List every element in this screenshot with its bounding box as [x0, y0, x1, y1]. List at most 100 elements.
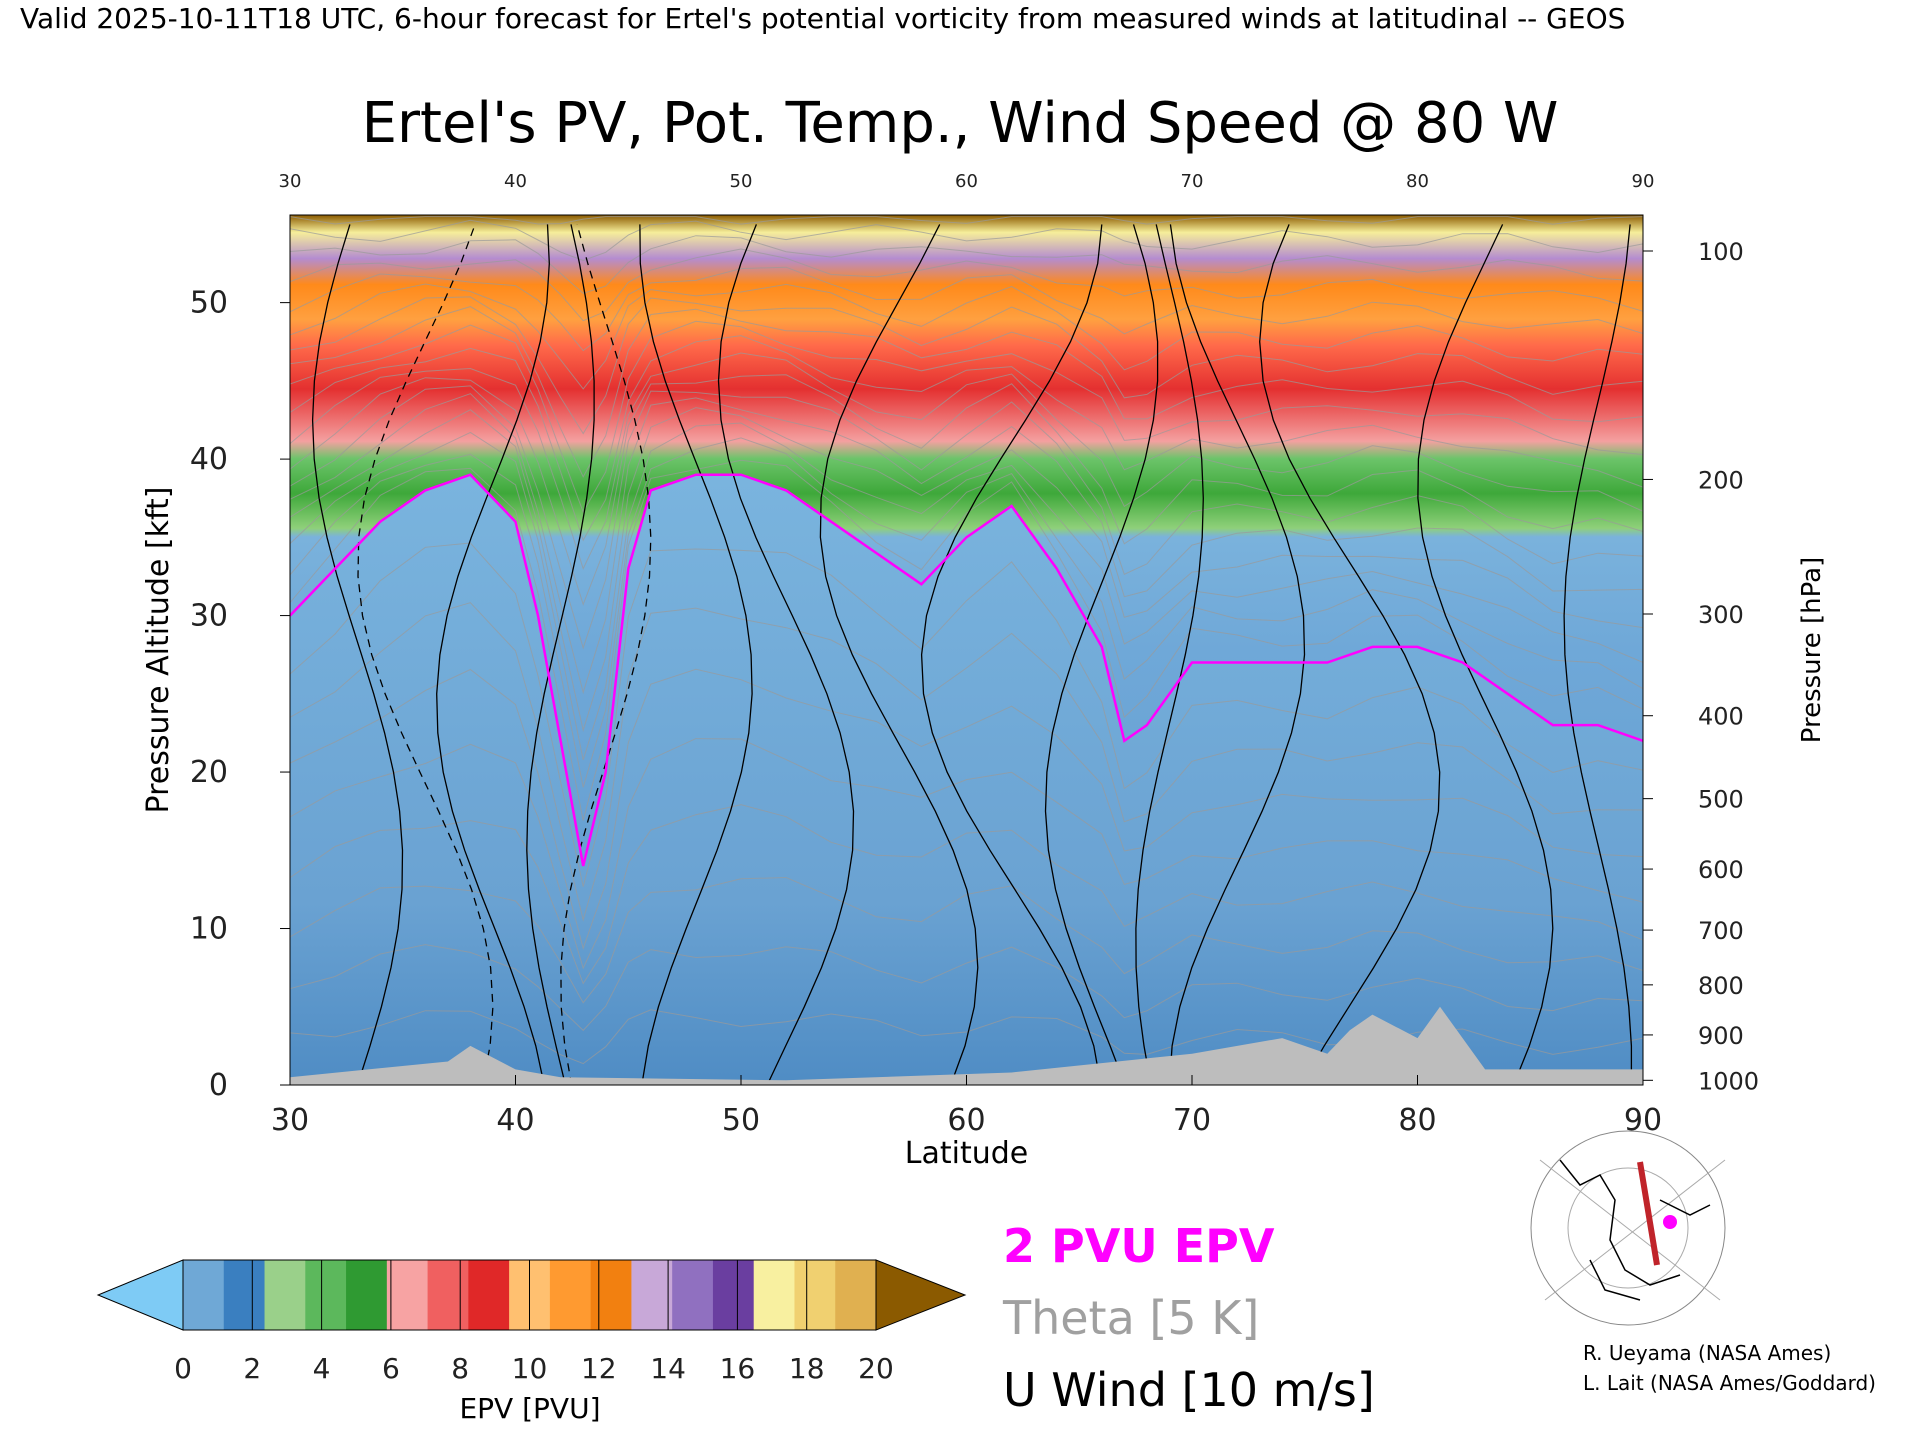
theta-contour — [290, 352, 1643, 570]
colorbar-tick-label: 6 — [382, 1352, 400, 1385]
y-tick-label: 0 — [209, 1068, 228, 1103]
y-tick-label: 10 — [190, 912, 228, 947]
colorbar-tick-label: 10 — [512, 1352, 548, 1385]
pressure-tick-label: 300 — [1698, 601, 1744, 629]
wind-contour — [819, 224, 979, 1085]
colorbar-label: EPV [PVU] — [459, 1392, 600, 1425]
colorbar-tick-label: 12 — [581, 1352, 617, 1385]
theta-contour — [290, 248, 1643, 322]
pressure-tick-label: 100 — [1698, 238, 1744, 266]
theta-contour — [290, 306, 1643, 478]
x-top-tick-label: 40 — [504, 171, 527, 192]
theta-contour — [290, 385, 1643, 650]
u-wind-contours — [311, 224, 1633, 1085]
pressure-axis-label: Pressure [hPa] — [1797, 557, 1827, 744]
theta-contour — [290, 459, 1643, 821]
plot-area — [290, 215, 1643, 1085]
wind-contour — [1563, 224, 1633, 1085]
colorbar-swatch — [672, 1260, 714, 1330]
colorbar-swatch — [386, 1260, 429, 1330]
legend-epv: 2 PVU EPV — [1003, 1219, 1275, 1273]
colorbar-tick-label: 4 — [313, 1352, 331, 1385]
x-top-tick-label: 70 — [1181, 171, 1204, 192]
theta-contour — [290, 804, 1643, 985]
header-text: Valid 2025-10-11T18 UTC, 6-hour forecast… — [20, 2, 1625, 35]
theta-contour — [290, 216, 1643, 225]
wind-contour — [357, 224, 494, 1085]
x-tick-label: 50 — [722, 1103, 760, 1138]
colorbar-over — [875, 1259, 967, 1331]
colorbar-swatch — [427, 1260, 469, 1330]
x-tick-label: 90 — [1624, 1103, 1662, 1138]
theta-contour — [290, 283, 1643, 390]
wind-contour — [1417, 224, 1554, 1085]
wind-contour — [560, 224, 652, 1085]
theta-contour — [290, 335, 1643, 542]
x-tick-label: 40 — [496, 1103, 534, 1138]
colorbar-tick-label: 0 — [174, 1352, 192, 1385]
y-tick-label: 30 — [190, 599, 228, 634]
colorbar-swatch — [794, 1260, 836, 1330]
theta-contour — [290, 738, 1643, 970]
terrain — [290, 1006, 1643, 1085]
wind-contour — [526, 224, 595, 1085]
section-line — [1637, 1161, 1660, 1266]
theta-contour — [290, 422, 1643, 761]
wind-contour — [1259, 224, 1441, 1085]
legend-theta: Theta [5 K] — [1002, 1291, 1259, 1345]
theta-contour — [290, 668, 1643, 951]
x-tick-label: 70 — [1173, 1103, 1211, 1138]
colorbar-tick-label: 18 — [789, 1352, 825, 1385]
colorbar-tick-label: 14 — [650, 1352, 686, 1385]
theta-contour — [290, 219, 1643, 262]
location-dot — [1663, 1215, 1677, 1229]
axes: 3030404050506060707080809090010203040501… — [190, 171, 1759, 1138]
y-tick-label: 50 — [190, 286, 228, 321]
pressure-tick-label: 800 — [1698, 972, 1744, 1000]
theta-contour — [290, 374, 1643, 606]
wind-contour — [639, 224, 753, 1085]
theta-contour — [290, 320, 1643, 514]
y-tick-label: 40 — [190, 442, 228, 477]
wind-contour — [717, 224, 855, 1085]
theta-contour — [290, 876, 1643, 1004]
colorbar-tick-label: 2 — [243, 1352, 261, 1385]
colorbar-swatch — [223, 1260, 266, 1330]
x-top-tick-label: 30 — [279, 171, 302, 192]
legend-wind: U Wind [10 m/s] — [1003, 1363, 1375, 1417]
theta-contour — [290, 393, 1643, 695]
x-top-tick-label: 60 — [955, 171, 978, 192]
credit-line-1: R. Ueyama (NASA Ames) — [1583, 1341, 1831, 1365]
theta-contour — [290, 407, 1643, 733]
y-tick-label: 20 — [190, 755, 228, 790]
wind-contour — [1168, 224, 1306, 1085]
pressure-tick-label: 600 — [1698, 856, 1744, 884]
x-tick-label: 30 — [271, 1103, 309, 1138]
theta-contour — [290, 296, 1643, 435]
colorbar-swatch — [305, 1260, 347, 1330]
colorbar: 0 2 4 6 8 10 12 14 16 18 20 — [96, 1259, 967, 1385]
theta-contour — [290, 266, 1643, 352]
theta-contour — [290, 235, 1643, 294]
colorbar-swatch — [549, 1260, 592, 1330]
colorbar-swatch — [590, 1260, 632, 1330]
colorbar-swatch — [346, 1260, 388, 1330]
wind-contour — [920, 224, 1103, 1085]
x-top-tick-label: 50 — [730, 171, 753, 192]
theta-contour — [290, 437, 1643, 788]
x-tick-label: 60 — [947, 1103, 985, 1138]
locator-map — [1530, 1130, 1726, 1326]
wind-contour — [1135, 224, 1204, 1085]
colorbar-swatch — [835, 1260, 877, 1330]
pressure-tick-label: 900 — [1698, 1022, 1744, 1050]
x-top-tick-label: 90 — [1632, 171, 1655, 192]
colorbar-swatch — [712, 1260, 755, 1330]
x-axis-label: Latitude — [905, 1136, 1028, 1171]
pressure-tick-label: 1000 — [1698, 1067, 1759, 1095]
x-top-tick-label: 80 — [1406, 171, 1429, 192]
colorbar-tick-label: 20 — [858, 1352, 894, 1385]
colorbar-swatch — [753, 1260, 795, 1330]
wind-contour — [436, 224, 550, 1085]
two-pvu-contour — [290, 473, 1643, 867]
theta-contour — [290, 602, 1643, 922]
